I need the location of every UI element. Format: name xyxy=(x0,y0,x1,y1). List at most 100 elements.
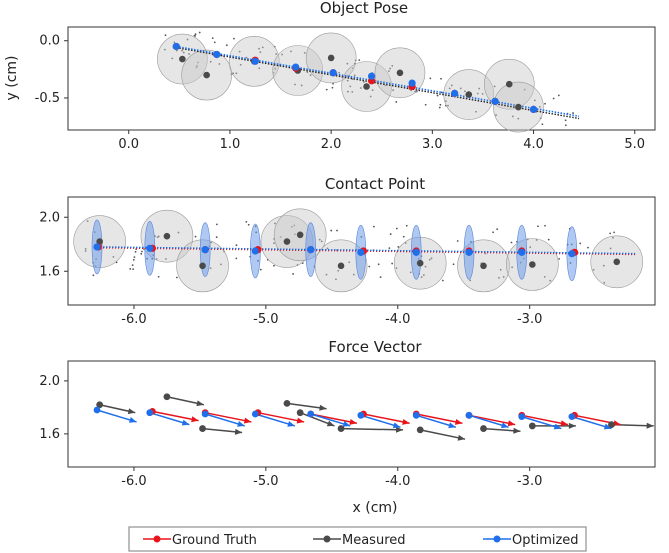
noise-sample xyxy=(612,236,614,239)
noise-sample xyxy=(428,258,431,261)
noise-sample xyxy=(140,252,143,255)
optimized-point xyxy=(529,105,538,113)
noise-sample xyxy=(188,53,190,55)
noise-sample xyxy=(351,67,354,70)
x-tick-label: 0.0 xyxy=(118,137,139,152)
noise-sample xyxy=(259,268,262,271)
noise-sample xyxy=(523,88,526,91)
measured-point xyxy=(199,262,206,270)
noise-sample xyxy=(132,258,135,261)
noise-sample xyxy=(112,256,115,258)
noise-sample xyxy=(331,86,334,89)
noise-sample xyxy=(335,278,337,281)
noise-sample xyxy=(564,124,567,127)
optimized-point xyxy=(357,248,365,256)
measured-point xyxy=(515,103,522,111)
noise-sample xyxy=(558,257,561,260)
noise-sample xyxy=(572,112,574,114)
noise-sample xyxy=(194,235,197,238)
noise-sample xyxy=(155,258,158,260)
noise-sample xyxy=(259,51,262,54)
noise-sample xyxy=(211,37,214,40)
optimized-trajectory xyxy=(176,45,580,118)
ground-truth-vector xyxy=(416,413,463,425)
optimized-arrowhead xyxy=(448,422,456,429)
x-tick-label: -5.0 xyxy=(253,312,278,327)
noise-sample xyxy=(495,114,497,116)
noise-sample xyxy=(603,281,606,284)
noise-sample xyxy=(377,263,380,266)
noise-sample xyxy=(544,224,546,227)
noise-sample xyxy=(363,81,365,83)
measured-point xyxy=(283,400,291,407)
noise-sample xyxy=(452,263,455,266)
noise-sample xyxy=(175,49,178,52)
noise-sample xyxy=(397,246,400,248)
noise-sample xyxy=(281,53,284,56)
noise-sample xyxy=(213,41,216,44)
optimized-point xyxy=(412,248,420,256)
legend: Ground Truth Measured Optimized xyxy=(128,526,587,552)
noise-sample xyxy=(564,119,567,122)
noise-sample xyxy=(131,264,134,267)
ground-truth-vector xyxy=(205,411,252,423)
noise-sample xyxy=(261,46,264,49)
noise-sample xyxy=(609,247,612,250)
noise-sample xyxy=(177,231,180,234)
noise-sample xyxy=(173,41,176,44)
optimized-arrowhead xyxy=(287,421,295,427)
noise-sample xyxy=(469,279,472,282)
noise-sample xyxy=(592,268,595,271)
noise-sample xyxy=(388,70,390,73)
noise-sample xyxy=(306,71,309,74)
y-tick-label: 2.0 xyxy=(39,210,60,225)
x-axis-label: x (cm) xyxy=(353,500,398,516)
noise-sample xyxy=(171,57,174,60)
optimized-point xyxy=(368,72,376,80)
noise-sample xyxy=(424,103,427,106)
noise-sample xyxy=(235,244,238,247)
noise-sample xyxy=(448,87,451,90)
noise-sample xyxy=(348,261,351,264)
measured-point xyxy=(203,71,210,79)
noise-sample xyxy=(274,222,276,225)
noise-sample xyxy=(395,227,398,230)
noise-sample xyxy=(388,247,391,250)
x-tick-label: -4.0 xyxy=(385,474,410,489)
noise-sample xyxy=(84,250,87,252)
optimized-point xyxy=(93,406,101,414)
noise-sample xyxy=(552,97,555,100)
optimized-arrowhead xyxy=(553,423,562,430)
noise-sample xyxy=(198,31,201,34)
noise-sample xyxy=(279,236,282,238)
noise-sample xyxy=(209,267,212,270)
noise-sample xyxy=(510,241,513,244)
noise-sample xyxy=(235,257,238,260)
noise-sample xyxy=(175,276,178,279)
measured-arrowhead xyxy=(457,434,466,441)
noise-sample xyxy=(440,77,442,80)
noise-sample xyxy=(395,101,398,103)
legend-ground-truth-label: Ground Truth xyxy=(172,533,257,548)
noise-sample xyxy=(235,72,238,75)
noise-sample xyxy=(292,273,295,275)
noise-sample xyxy=(225,44,228,47)
noise-sample xyxy=(325,88,328,91)
x-tick-label: 1.0 xyxy=(220,137,241,152)
noise-sample xyxy=(134,250,137,253)
x-tick-label: -3.0 xyxy=(517,474,542,489)
measured-arrowhead xyxy=(646,422,654,429)
noise-sample xyxy=(498,276,500,279)
measured-point xyxy=(396,69,404,77)
noise-sample xyxy=(613,231,616,234)
noise-sample xyxy=(346,79,349,82)
noise-sample xyxy=(247,223,250,226)
noise-sample xyxy=(303,52,306,54)
plot-area-pose xyxy=(67,26,656,131)
noise-sample xyxy=(547,238,550,241)
noise-sample xyxy=(338,71,341,74)
measured-arrowhead xyxy=(196,400,204,407)
noise-sample xyxy=(493,85,496,88)
optimized-arrowhead xyxy=(392,422,401,429)
noise-sample xyxy=(464,90,466,93)
